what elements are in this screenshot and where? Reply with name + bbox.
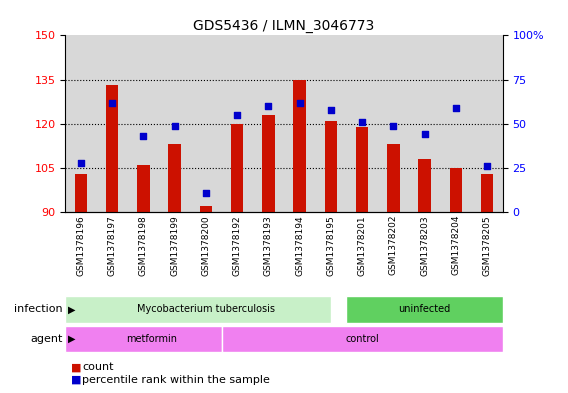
Title: GDS5436 / ILMN_3046773: GDS5436 / ILMN_3046773 xyxy=(193,19,375,33)
Point xyxy=(108,99,117,106)
Text: ■: ■ xyxy=(71,362,81,373)
Text: metformin: metformin xyxy=(126,334,177,344)
Bar xyxy=(231,124,243,212)
Point xyxy=(326,107,335,113)
Bar xyxy=(356,127,369,212)
Point xyxy=(233,112,242,118)
Bar xyxy=(450,168,462,212)
Bar xyxy=(418,159,431,212)
Text: control: control xyxy=(345,334,379,344)
Text: Mycobacterium tuberculosis: Mycobacterium tuberculosis xyxy=(137,305,275,314)
Bar xyxy=(169,144,181,212)
Point xyxy=(170,123,179,129)
Point xyxy=(202,190,211,196)
Bar xyxy=(106,86,119,212)
Point xyxy=(264,103,273,109)
Text: percentile rank within the sample: percentile rank within the sample xyxy=(82,375,270,385)
Bar xyxy=(294,79,306,212)
Bar xyxy=(346,296,503,323)
Point xyxy=(358,119,367,125)
Text: count: count xyxy=(82,362,114,373)
Bar xyxy=(137,165,150,212)
Point xyxy=(389,123,398,129)
Bar xyxy=(387,144,400,212)
Point xyxy=(451,105,460,111)
Point xyxy=(76,160,86,166)
Text: ▶: ▶ xyxy=(68,305,76,314)
Bar xyxy=(325,121,337,212)
Text: uninfected: uninfected xyxy=(399,305,450,314)
Bar xyxy=(75,174,87,212)
Bar xyxy=(65,326,222,352)
Bar xyxy=(262,115,275,212)
Bar xyxy=(200,206,212,212)
Point xyxy=(139,133,148,140)
Text: ▶: ▶ xyxy=(68,334,76,344)
Point xyxy=(420,131,429,138)
Text: ■: ■ xyxy=(71,375,81,385)
Bar xyxy=(65,296,331,323)
Point xyxy=(295,99,304,106)
Point xyxy=(483,163,492,169)
Bar xyxy=(222,326,503,352)
Text: infection: infection xyxy=(14,305,62,314)
Text: agent: agent xyxy=(30,334,62,344)
Bar xyxy=(481,174,494,212)
